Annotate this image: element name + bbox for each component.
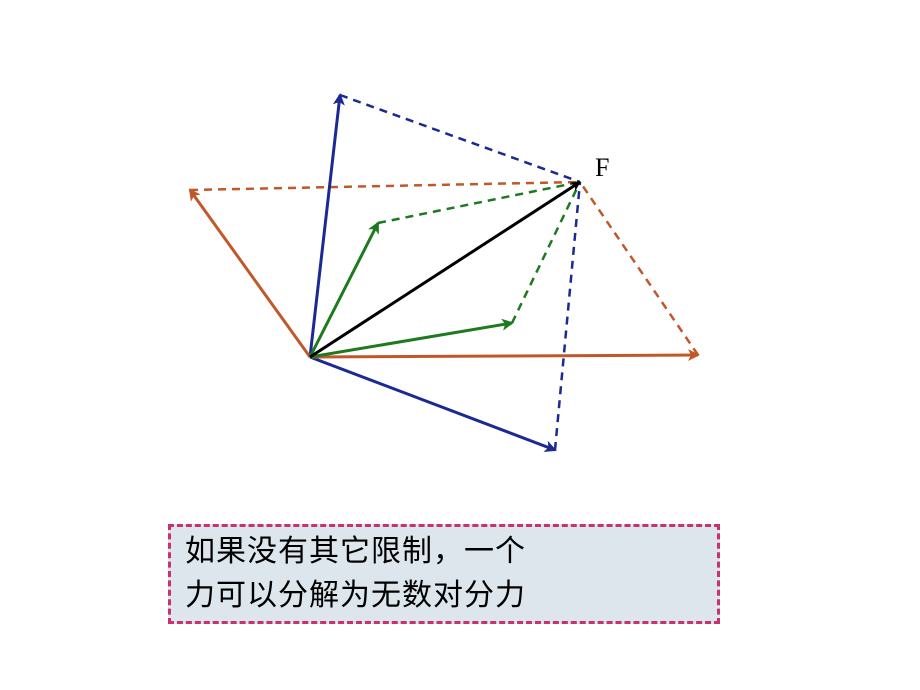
vector-blue-downright xyxy=(310,357,555,450)
caption-text: 如果没有其它限制，一个 力可以分解为无数对分力 xyxy=(185,530,526,618)
dash-orange-2 xyxy=(580,182,698,355)
caption-line-2: 力可以分解为无数对分力 xyxy=(185,579,526,612)
vector-F xyxy=(310,182,580,357)
vector-orange-left xyxy=(190,190,310,357)
dash-blue-1 xyxy=(340,95,580,182)
caption-box: 如果没有其它限制，一个 力可以分解为无数对分力 xyxy=(168,524,720,624)
dash-orange-1 xyxy=(190,182,580,190)
diagram-svg xyxy=(180,85,720,465)
vector-blue-up xyxy=(310,95,340,357)
label-F: F xyxy=(595,153,609,183)
vector-green-1 xyxy=(310,223,378,357)
vector-diagram: F xyxy=(180,85,720,445)
vector-green-2 xyxy=(310,323,512,357)
caption-line-1: 如果没有其它限制，一个 xyxy=(185,535,526,568)
vector-orange-right xyxy=(310,355,698,357)
dash-blue-2 xyxy=(555,182,580,450)
